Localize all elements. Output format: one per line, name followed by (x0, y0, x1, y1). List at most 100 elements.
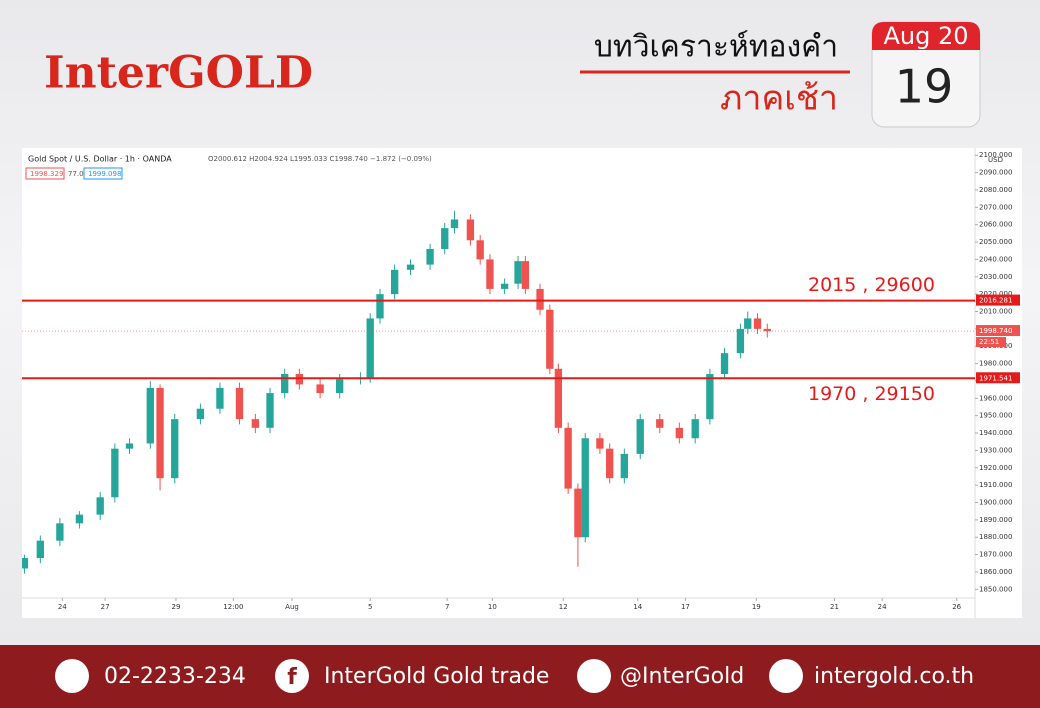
x-tick-label: 21 (830, 603, 839, 611)
y-tick-label: 1860.000 (979, 568, 1012, 576)
y-tick-label: 1930.000 (979, 446, 1012, 454)
web-icon (769, 659, 803, 693)
y-tick-label: 2040.000 (979, 255, 1012, 263)
x-tick-label: 14 (633, 603, 642, 611)
candle-body (675, 427, 683, 439)
candle-body (441, 228, 449, 249)
line-icon (577, 659, 611, 693)
countdown: 22:51 (979, 338, 999, 346)
candle-body (406, 264, 415, 270)
y-tick-label: 2010.000 (979, 307, 1012, 315)
candle-body (146, 387, 154, 444)
candle-body (426, 248, 434, 265)
symbol-title: Gold Spot / U.S. Dollar · 1h · OANDA (28, 155, 172, 164)
countdown-tag (976, 337, 1006, 348)
y-tick-label: 2060.000 (979, 221, 1012, 229)
facebook: InterGold Gold trade (324, 664, 549, 689)
title: บทวิเคราะห์ทองคำ (594, 30, 838, 65)
candle-body (546, 309, 554, 369)
chart: Gold Spot / U.S. Dollar · 1h · OANDA O20… (22, 148, 1022, 618)
x-tick-label: 12:00 (223, 603, 243, 611)
y-tick-label: 1980.000 (979, 360, 1012, 368)
y-tick-label: 1940.000 (979, 429, 1012, 437)
y-tick-label: 2100.000 (979, 151, 1012, 159)
candle-body (156, 387, 164, 479)
x-tick-label: 5 (368, 603, 372, 611)
candle-body (620, 453, 629, 479)
x-tick-label: Aug (285, 603, 299, 611)
bid: 1998.329 (30, 170, 63, 178)
level-tag (976, 372, 1020, 384)
candle-body (744, 318, 752, 329)
candle-body (564, 427, 572, 489)
level-label: 1971.541 (979, 374, 1012, 382)
candle-body (171, 419, 179, 479)
candle-body (691, 419, 699, 439)
x-tick-label: 24 (878, 603, 887, 611)
facebook-icon (275, 659, 309, 693)
candle-body (390, 269, 399, 295)
y-tick-label: 2090.000 (979, 169, 1012, 177)
y-tick-label: 1920.000 (979, 464, 1012, 472)
candle-body (536, 288, 544, 310)
y-tick-label: 1850.000 (979, 585, 1012, 593)
website: intergold.co.th (814, 664, 974, 689)
x-tick-label: 17 (681, 603, 690, 611)
x-tick-label: 27 (101, 603, 110, 611)
level-label: 2016.281 (979, 297, 1012, 305)
y-tick-label: 1910.000 (979, 481, 1012, 489)
candle-body (554, 368, 563, 428)
candle-body (376, 294, 384, 319)
level-annotation: 1970 , 29150 (808, 383, 935, 405)
y-tick-label: 1950.000 (979, 412, 1012, 420)
footer-bar (0, 645, 1040, 708)
candle-body (753, 318, 762, 329)
last-price-label: 1998.740 (979, 327, 1012, 335)
ask: 1999.098 (88, 170, 121, 178)
ohlc: O2000.612 H2004.924 L1995.033 C1998.740 … (208, 155, 432, 163)
candle-body (266, 393, 274, 428)
candle-body (75, 514, 84, 524)
candle-body (720, 353, 729, 374)
y-tick-label: 2070.000 (979, 203, 1012, 211)
candle-body (656, 419, 664, 428)
facebook-glyph: f (287, 665, 297, 690)
y-tick-label: 2050.000 (979, 238, 1012, 246)
candle-body (125, 443, 134, 449)
candle-body (706, 374, 714, 420)
bid-box (25, 167, 65, 180)
candle-body (500, 283, 509, 289)
candle-body (581, 438, 589, 538)
y-tick-label: 1880.000 (979, 533, 1012, 541)
candle-body (36, 540, 44, 559)
candle-body (476, 240, 484, 260)
candle-body (251, 419, 260, 428)
calendar-month: Aug 20 (883, 22, 968, 50)
y-tick-label: 2030.000 (979, 273, 1012, 281)
candle-body (111, 448, 119, 498)
candle-body (521, 261, 530, 289)
last-price-tag (976, 325, 1020, 337)
brand: InterGOLD (44, 48, 313, 99)
candle-body (22, 558, 29, 569)
currency: USD (988, 156, 1003, 164)
candle-body (56, 523, 64, 541)
candle-body (763, 328, 771, 332)
x-tick-label: 7 (445, 603, 449, 611)
candle-body (574, 488, 582, 538)
candle-body (366, 318, 374, 378)
candle-body (196, 408, 205, 420)
x-tick-label: 29 (171, 603, 180, 611)
y-tick-label: 1890.000 (979, 516, 1012, 524)
candle-body (596, 438, 604, 449)
subtitle: ภาคเช้า (720, 79, 838, 119)
candle-body (96, 497, 104, 515)
y-tick-label: 1960.000 (979, 394, 1012, 402)
y-tick-label: 1870.000 (979, 551, 1012, 559)
candle-body (450, 219, 459, 229)
y-tick-label: 1900.000 (979, 498, 1012, 506)
candle-body (486, 259, 494, 289)
candle-body (281, 374, 289, 394)
